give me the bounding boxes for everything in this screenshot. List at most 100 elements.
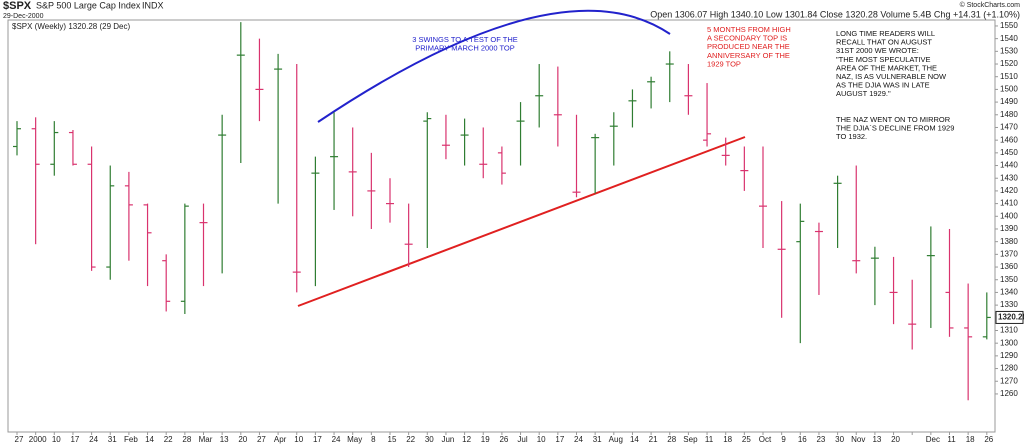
- x-tick-label: 30: [835, 435, 844, 444]
- x-tick-label: 10: [52, 435, 61, 444]
- y-tick-label: 1300: [1000, 338, 1018, 347]
- credit: © StockCharts.com: [960, 1, 1021, 9]
- y-tick-label: 1370: [1000, 249, 1018, 258]
- x-tick-label: 27: [15, 435, 24, 444]
- last-price-label: 1320.28: [998, 313, 1024, 322]
- swing-arc: [317, 9, 671, 123]
- x-tick-label: 20: [891, 435, 900, 444]
- x-tick-label: Nov: [851, 435, 865, 444]
- x-tick-label: 20: [238, 435, 247, 444]
- x-tick-label: 12: [462, 435, 471, 444]
- annotation-text: A SECONDARY TOP IS: [707, 34, 787, 43]
- y-tick-label: 1530: [1000, 46, 1018, 55]
- date: 29-Dec-2000: [3, 13, 44, 20]
- x-tick-label: 17: [313, 435, 322, 444]
- x-tick-label: 19: [481, 435, 490, 444]
- x-tick-label: 23: [816, 435, 825, 444]
- y-tick-label: 1490: [1000, 97, 1018, 106]
- x-tick-label: Mar: [199, 435, 213, 444]
- x-tick-label: 13: [872, 435, 881, 444]
- annotation-text: AREA OF THE MARKET, THE: [836, 63, 937, 72]
- y-tick-label: 1360: [1000, 262, 1018, 271]
- x-tick-label: 21: [649, 435, 658, 444]
- x-tick-label: 22: [406, 435, 415, 444]
- annotation-text: TO 1932.: [836, 132, 867, 141]
- x-tick-label: 22: [164, 435, 173, 444]
- annotation-text: 5 MONTHS FROM HIGH: [707, 25, 791, 34]
- annotation-text: AUGUST 1929.": [836, 89, 891, 98]
- x-tick-label: 30: [425, 435, 434, 444]
- legend: $SPX (Weekly) 1320.28 (29 Dec): [12, 22, 130, 31]
- y-tick-label: 1280: [1000, 364, 1018, 373]
- annotation-text: NAZ, IS AS VULNERABLE NOW: [836, 72, 947, 81]
- y-tick-label: 1550: [1000, 21, 1018, 30]
- y-tick-label: 1290: [1000, 351, 1018, 360]
- y-tick-label: 1500: [1000, 85, 1018, 94]
- trend-line: [297, 136, 746, 307]
- annotation-text: 31ST 2000 WE WROTE:: [836, 46, 919, 55]
- x-tick-label: 13: [220, 435, 229, 444]
- last-price-box: [995, 310, 1024, 324]
- y-tick-label: 1460: [1000, 135, 1018, 144]
- x-tick-label: Jun: [441, 435, 454, 444]
- annotation-text: PRIMARY MARCH 2000 TOP: [415, 44, 514, 53]
- x-tick-label: 14: [630, 435, 639, 444]
- x-tick-label: 11: [705, 435, 714, 444]
- y-tick-label: 1380: [1000, 237, 1018, 246]
- x-tick-label: Oct: [759, 435, 772, 444]
- x-tick-label: 26: [984, 435, 993, 444]
- y-tick-label: 1480: [1000, 110, 1018, 119]
- symbol: $SPX: [3, 0, 32, 12]
- x-tick-label: Dec: [926, 435, 940, 444]
- y-tick-label: 1470: [1000, 123, 1018, 132]
- exchange: INDX: [142, 0, 164, 10]
- annotation-text: THE DJIA`S DECLINE FROM 1929: [836, 124, 954, 133]
- annotation-text: "THE MOST SPECULATIVE: [836, 55, 931, 64]
- annotation-text: AS THE DJIA WAS IN LATE: [836, 81, 930, 90]
- x-tick-label: 31: [108, 435, 117, 444]
- x-tick-label: 17: [70, 435, 79, 444]
- x-tick-label: Aug: [609, 435, 623, 444]
- x-tick-label: 10: [537, 435, 546, 444]
- annotation-text: RECALL THAT ON AUGUST: [836, 38, 932, 47]
- x-tick-label: 18: [966, 435, 975, 444]
- y-tick-label: 1510: [1000, 72, 1018, 81]
- y-tick-label: 1430: [1000, 173, 1018, 182]
- x-tick-label: 26: [499, 435, 508, 444]
- x-tick-label: 14: [145, 435, 154, 444]
- x-tick-label: 31: [593, 435, 602, 444]
- x-tick-label: 11: [947, 435, 956, 444]
- x-tick-label: Feb: [124, 435, 138, 444]
- y-tick-label: 1330: [1000, 300, 1018, 309]
- y-tick-label: 1260: [1000, 389, 1018, 398]
- x-tick-label: 17: [555, 435, 564, 444]
- annotation-text: PRODUCED NEAR THE: [707, 42, 790, 51]
- x-tick-label: 27: [257, 435, 266, 444]
- y-tick-label: 1340: [1000, 288, 1018, 297]
- y-tick-label: 1420: [1000, 186, 1018, 195]
- annotation-text: LONG TIME READERS WILL: [836, 29, 935, 38]
- y-tick-label: 1400: [1000, 211, 1018, 220]
- index-name: S&P 500 Large Cap Index: [36, 0, 141, 10]
- x-tick-label: 28: [182, 435, 191, 444]
- x-tick-label: 24: [332, 435, 341, 444]
- annotation-text: THE NAZ WENT ON TO MIRROR: [836, 115, 951, 124]
- x-tick-label: 9: [781, 435, 786, 444]
- x-tick-label: 15: [388, 435, 397, 444]
- x-tick-label: 24: [574, 435, 583, 444]
- x-tick-label: Apr: [274, 435, 287, 444]
- x-tick-label: 25: [742, 435, 751, 444]
- x-tick-label: Jul: [517, 435, 527, 444]
- x-tick-label: May: [347, 435, 362, 444]
- quote: Open 1306.07 High 1340.10 Low 1301.84 Cl…: [650, 9, 1020, 19]
- x-tick-label: 28: [667, 435, 676, 444]
- x-tick-label: 8: [371, 435, 376, 444]
- y-tick-label: 1540: [1000, 34, 1018, 43]
- y-tick-label: 1310: [1000, 326, 1018, 335]
- annotation-text: 1929 TOP: [707, 59, 741, 68]
- y-tick-label: 1390: [1000, 224, 1018, 233]
- x-tick-label: 24: [89, 435, 98, 444]
- x-tick-label: 16: [798, 435, 807, 444]
- annotation-text: ANNIVERSARY OF THE: [707, 51, 790, 60]
- y-tick-label: 1270: [1000, 376, 1018, 385]
